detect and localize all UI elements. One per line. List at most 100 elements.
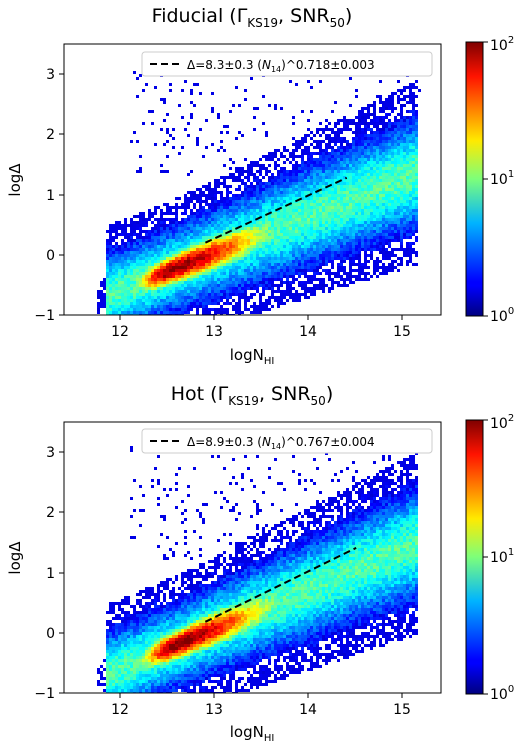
heatmap-cell: [106, 650, 109, 653]
heatmap-cell: [253, 179, 256, 182]
heatmap-cell: [406, 221, 409, 224]
heatmap-cell: [211, 107, 214, 110]
heatmap-cell: [268, 269, 271, 272]
heatmap-cell: [262, 272, 265, 275]
heatmap-cell: [394, 233, 397, 236]
heatmap-cell: [403, 134, 406, 137]
heatmap-cell: [379, 194, 382, 197]
heatmap-cell: [166, 254, 169, 257]
heatmap-cell: [319, 158, 322, 161]
heatmap-cell: [109, 275, 112, 278]
heatmap-cell: [394, 116, 397, 119]
heatmap-cell: [292, 224, 295, 227]
heatmap-cell: [313, 179, 316, 182]
heatmap-cell: [298, 233, 301, 236]
heatmap-cell: [358, 278, 361, 281]
heatmap-cell: [265, 227, 268, 230]
heatmap-cell: [130, 242, 133, 245]
heatmap-cell: [304, 146, 307, 149]
heatmap-cell: [274, 221, 277, 224]
heatmap-cell: [298, 284, 301, 287]
heatmap-cell: [355, 251, 358, 254]
heatmap-cell: [307, 200, 310, 203]
heatmap-cell: [199, 236, 202, 239]
heatmap-cell: [241, 296, 244, 299]
heatmap-cell: [415, 119, 418, 122]
heatmap-cell: [343, 173, 346, 176]
heatmap-cell: [235, 86, 238, 89]
heatmap-cell: [394, 203, 397, 206]
heatmap-cell: [340, 146, 343, 149]
heatmap-cell: [160, 236, 163, 239]
heatmap-cell: [238, 272, 241, 275]
heatmap-cell: [226, 200, 229, 203]
heatmap-cell: [316, 218, 319, 221]
heatmap-cell: [349, 200, 352, 203]
heatmap-cell: [139, 284, 142, 287]
heatmap-cell: [340, 140, 343, 143]
heatmap-cell: [109, 266, 112, 269]
heatmap-cell: [355, 230, 358, 233]
heatmap-cell: [175, 308, 178, 311]
heatmap-cell: [352, 281, 355, 284]
heatmap-cell: [217, 239, 220, 242]
heatmap-cell: [121, 626, 124, 629]
heatmap-cell: [211, 293, 214, 296]
heatmap-cell: [115, 269, 118, 272]
heatmap-cell: [301, 206, 304, 209]
heatmap-cell: [232, 290, 235, 293]
heatmap-cell: [235, 305, 238, 308]
heatmap-cell: [181, 239, 184, 242]
heatmap-cell: [361, 188, 364, 191]
heatmap-cell: [151, 293, 154, 296]
heatmap-cell: [394, 212, 397, 215]
heatmap-cell: [142, 269, 145, 272]
heatmap-cell: [370, 200, 373, 203]
heatmap-cell: [238, 170, 241, 173]
heatmap-cell: [220, 239, 223, 242]
heatmap-cell: [361, 161, 364, 164]
heatmap-cell: [367, 236, 370, 239]
heatmap-cell: [283, 293, 286, 296]
heatmap-cell: [157, 230, 160, 233]
heatmap-cell: [373, 206, 376, 209]
heatmap-cell: [226, 281, 229, 284]
heatmap-cell: [154, 251, 157, 254]
heatmap-cell: [223, 302, 226, 305]
heatmap-cell: [166, 260, 169, 263]
heatmap-cell: [289, 185, 292, 188]
heatmap-cell: [301, 137, 304, 140]
heatmap-cell: [265, 287, 268, 290]
heatmap-cell: [343, 236, 346, 239]
heatmap-cell: [406, 179, 409, 182]
heatmap-cell: [310, 155, 313, 158]
heatmap-cell: [208, 218, 211, 221]
panel-hot: Hot (ΓKS19, SNR50) Δ=8.9±0.3 (N14)^0.767…: [6, 383, 514, 744]
heatmap-cell: [271, 206, 274, 209]
heatmap-cell: [331, 131, 334, 134]
heatmap-cell: [112, 290, 115, 293]
heatmap-cell: [184, 248, 187, 251]
heatmap-cell: [253, 185, 256, 188]
heatmap-cell: [157, 308, 160, 311]
heatmap-cell: [136, 290, 139, 293]
heatmap-cell: [289, 287, 292, 290]
heatmap-cell: [412, 212, 415, 215]
heatmap-cell: [409, 149, 412, 152]
heatmap-cell: [106, 257, 109, 260]
heatmap-cell: [187, 218, 190, 221]
heatmap-cell: [127, 278, 130, 281]
heatmap-cell: [370, 164, 373, 167]
heatmap-cell: [277, 296, 280, 299]
heatmap-cell: [298, 254, 301, 257]
heatmap-cell: [202, 302, 205, 305]
heatmap-cell: [130, 218, 133, 221]
heatmap-cell: [349, 275, 352, 278]
heatmap-cell: [187, 173, 190, 176]
heatmap-cell: [298, 281, 301, 284]
heatmap-cell: [316, 254, 319, 257]
heatmap-cell: [172, 254, 175, 257]
heatmap-cell: [250, 296, 253, 299]
heatmap-cell: [163, 233, 166, 236]
heatmap-cell: [364, 107, 367, 110]
